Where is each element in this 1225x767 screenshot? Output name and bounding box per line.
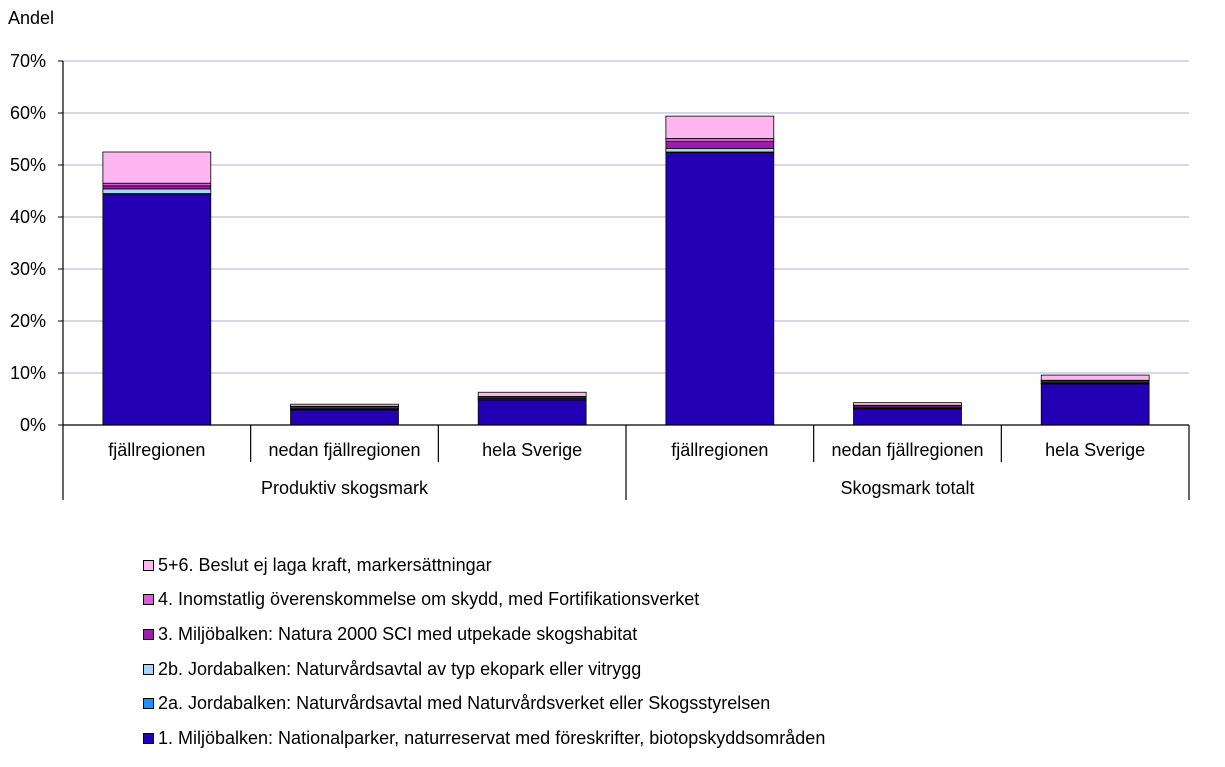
bar-segment — [477, 399, 587, 426]
x-tick-label: fjällregionen — [671, 440, 768, 460]
legend-label: 1. Miljöbalken: Nationalparker, naturres… — [158, 727, 826, 748]
legend-item: 5+6. Beslut ej laga kraft, markersättnin… — [143, 548, 825, 583]
y-tick-label: 30% — [10, 259, 46, 279]
legend-label: 4. Inomstatlig överenskommelse om skydd,… — [158, 589, 700, 610]
legend-swatch — [143, 559, 154, 571]
legend-swatch — [143, 628, 154, 640]
legend-swatch — [143, 698, 154, 710]
y-tick-label: 10% — [10, 363, 46, 383]
bar-segment — [853, 408, 962, 426]
legend-label: 3. Miljöbalken: Natura 2000 SCI med utpe… — [158, 623, 638, 644]
legend-label: 5+6. Beslut ej laga kraft, markersättnin… — [158, 554, 492, 575]
bars — [102, 115, 1150, 426]
legend-swatch — [143, 663, 154, 675]
y-tick-labels: 0% 10% 20% 30% 40% 50% 60% 70% — [10, 51, 46, 435]
y-tick-label: 50% — [10, 155, 46, 175]
x-tick-label: hela Sverige — [1045, 440, 1145, 460]
bar-segment — [290, 409, 399, 426]
bar-segment — [665, 147, 775, 153]
x-tick-label: hela Sverige — [482, 440, 582, 460]
bar-segment — [665, 152, 775, 426]
bar-segment — [1040, 374, 1150, 381]
legend-item: 4. Inomstatlig överenskommelse om skydd,… — [143, 583, 825, 618]
bar-segment — [290, 403, 399, 407]
group-labels: Produktiv skogsmark Skogsmark totalt — [261, 478, 975, 498]
gridlines — [63, 60, 1189, 374]
legend-swatch — [143, 732, 154, 744]
y-tick-label: 40% — [10, 207, 46, 227]
legend-swatch — [143, 594, 154, 606]
x-tick-label: nedan fjällregionen — [831, 440, 983, 460]
legend: 5+6. Beslut ej laga kraft, markersättnin… — [143, 548, 825, 756]
bar-segment — [665, 141, 775, 149]
stacked-bar-chart: Andel 0% 10% 20% 30% 40% 50% 60% 70% fjällregio… — [8, 8, 1190, 500]
legend-item: 3. Miljöbalken: Natura 2000 SCI med utpe… — [143, 617, 825, 652]
y-tick-label: 0% — [20, 415, 46, 435]
bar-segment — [102, 185, 212, 190]
legend-label: 2b. Jordabalken: Naturvårdsavtal av typ … — [158, 658, 642, 679]
bar-segment — [1040, 383, 1150, 426]
legend-item: 1. Miljöbalken: Nationalparker, naturres… — [143, 721, 825, 756]
group-label: Skogsmark totalt — [840, 478, 974, 498]
bar-segment — [102, 188, 212, 194]
bar-segment — [665, 138, 775, 142]
y-tick-label: 70% — [10, 51, 46, 71]
bar-segment — [477, 391, 587, 397]
legend-item: 2b. Jordabalken: Naturvårdsavtal av typ … — [143, 652, 825, 687]
bar-segment — [665, 115, 775, 139]
x-tick-labels: fjällregionen nedan fjällregionen hela Sve… — [108, 440, 1145, 460]
bar-segment — [102, 151, 212, 184]
axes — [58, 60, 1190, 500]
x-tick-label: fjällregionen — [108, 440, 205, 460]
y-tick-label: 60% — [10, 103, 46, 123]
bar-segment — [853, 402, 962, 406]
legend-item: 2a. Jordabalken: Naturvårdsavtal med Nat… — [143, 686, 825, 721]
y-axis-title: Andel — [8, 8, 54, 28]
legend-label: 2a. Jordabalken: Naturvårdsavtal med Nat… — [158, 693, 771, 714]
group-label: Produktiv skogsmark — [261, 478, 429, 498]
y-tick-label: 20% — [10, 311, 46, 331]
bar-segment — [102, 193, 212, 426]
x-tick-label: nedan fjällregionen — [268, 440, 420, 460]
